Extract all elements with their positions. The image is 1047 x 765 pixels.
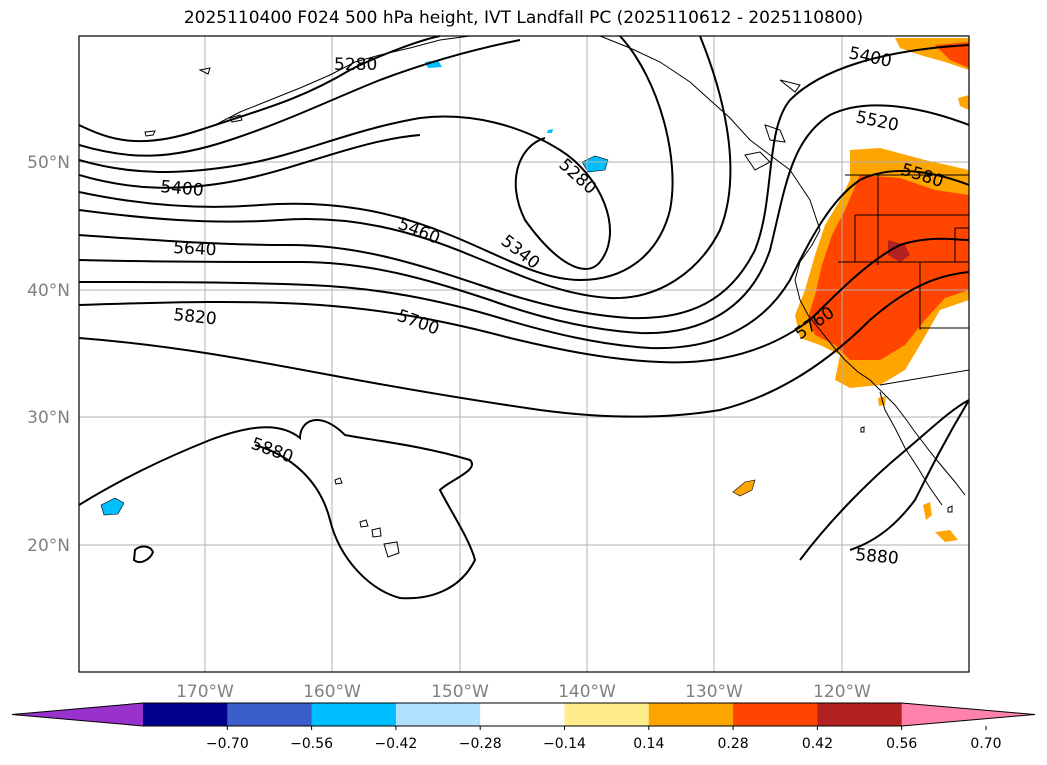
- colorbar-segment: [311, 703, 397, 726]
- contour-5880-east2: [799, 399, 969, 561]
- lon-label: 130°W: [685, 682, 743, 702]
- ivt-orange-subtropic: [732, 479, 756, 497]
- colorbar-tick-label: −0.70: [206, 736, 249, 752]
- lon-label: 160°W: [303, 682, 361, 702]
- ivt-blue-tiny: [547, 129, 553, 133]
- lat-label: 50°N: [27, 153, 70, 173]
- contour-5280-west: [79, 36, 441, 143]
- ivt-blue-aleutian: [425, 60, 442, 68]
- longitude-labels: 170°W 160°W 150°W 140°W 130°W 120°W: [176, 682, 871, 702]
- contour-5520: [79, 104, 969, 335]
- colorbar-tick-label: 0.14: [633, 736, 664, 752]
- ivt-orange-spot: [958, 95, 969, 110]
- map-frame-bg: [79, 36, 969, 672]
- lon-label: 170°W: [176, 682, 234, 702]
- contour-label: 5280: [334, 55, 377, 75]
- contour-5340: [79, 36, 674, 282]
- contour-5460: [79, 44, 969, 320]
- ivt-orange-baja: [923, 502, 932, 520]
- contour-5760: [79, 271, 969, 418]
- colorbar-extend-right: [901, 703, 1035, 726]
- contour-label: 5880: [855, 545, 900, 569]
- colorbar-tick-label: −0.14: [543, 736, 586, 752]
- ivt-blue-west: [100, 497, 125, 516]
- height-contours: [79, 36, 969, 600]
- contour-5580: [79, 170, 969, 350]
- map-border: [78, 35, 970, 673]
- lon-label: 140°W: [558, 682, 616, 702]
- lat-label: 40°N: [27, 281, 70, 301]
- contour-5880-east: [849, 399, 969, 551]
- contour-label: 5820: [172, 305, 217, 329]
- colorbar-tick-label: 0.42: [802, 736, 833, 752]
- colorbar-tick-label: 0.70: [970, 736, 1001, 752]
- latitude-labels: 50°N 40°N 30°N 20°N: [27, 153, 70, 556]
- ivt-darkred-spot: [888, 240, 910, 262]
- contour-label: 5400: [160, 177, 205, 201]
- lat-label: 30°N: [27, 408, 70, 428]
- colorbar-outline: [11, 702, 1036, 727]
- graticule: [79, 36, 969, 672]
- lat-label: 20°N: [27, 536, 70, 556]
- colorbar-segment: [227, 703, 313, 726]
- ivt-red-region: [808, 175, 969, 360]
- contour-5400: [79, 36, 732, 300]
- colorbar-tick-label: −0.42: [374, 736, 417, 752]
- colorbar-segment: [817, 703, 903, 726]
- colorbar-tick-label: 0.56: [886, 736, 917, 752]
- contour-label: 5640: [173, 238, 217, 260]
- map-title: 2025110400 F024 500 hPa height, IVT Land…: [183, 8, 864, 28]
- ivt-orange-mexico: [935, 530, 958, 542]
- contour-5340-west: [79, 39, 521, 157]
- colorbar-tick-label: −0.56: [290, 736, 333, 752]
- lon-label: 150°W: [431, 682, 489, 702]
- colorbar-segment: [648, 703, 734, 726]
- contour-5880-islet: [132, 545, 155, 563]
- ivt-negative-spots: [100, 60, 609, 516]
- contour-5640: [79, 237, 969, 364]
- ivt-red-north: [935, 42, 969, 68]
- colorbar-segment: [143, 703, 228, 726]
- contour-5400-seg: [79, 134, 421, 189]
- colorbar-segment: [480, 703, 565, 726]
- lon-label: 120°W: [813, 682, 871, 702]
- colorbar-tick-label: −0.28: [459, 736, 502, 752]
- contour-5880-loop: [79, 419, 477, 600]
- colorbar-extend-left: [12, 703, 143, 726]
- coastlines: [144, 36, 969, 558]
- colorbar-segment: [395, 703, 481, 726]
- colorbar-segment: [733, 703, 818, 726]
- colorbar-segment: [564, 703, 650, 726]
- colorbar-tick-label: 0.28: [718, 736, 749, 752]
- colorbar: −0.70 −0.56 −0.42 −0.28 −0.14 0.14 0.28 0.42 0.5…: [11, 702, 1036, 752]
- contour-5280: [79, 115, 611, 270]
